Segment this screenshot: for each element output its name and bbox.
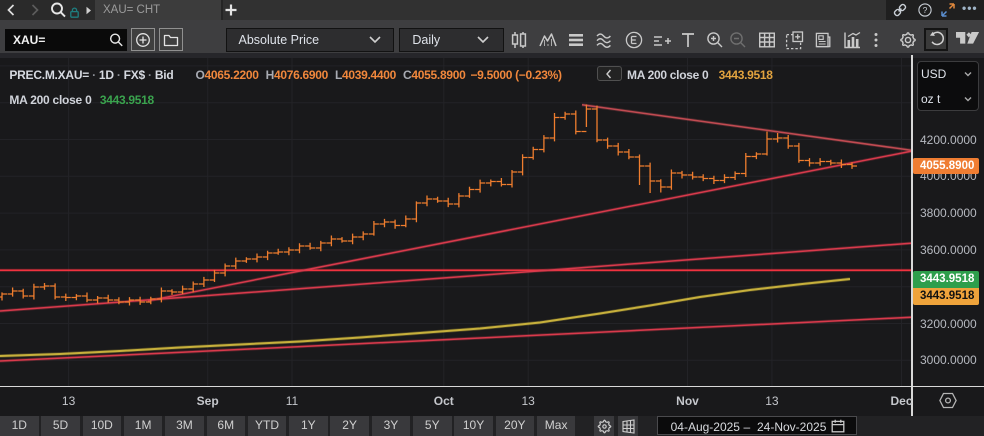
svg-text:?: ? xyxy=(923,5,928,15)
